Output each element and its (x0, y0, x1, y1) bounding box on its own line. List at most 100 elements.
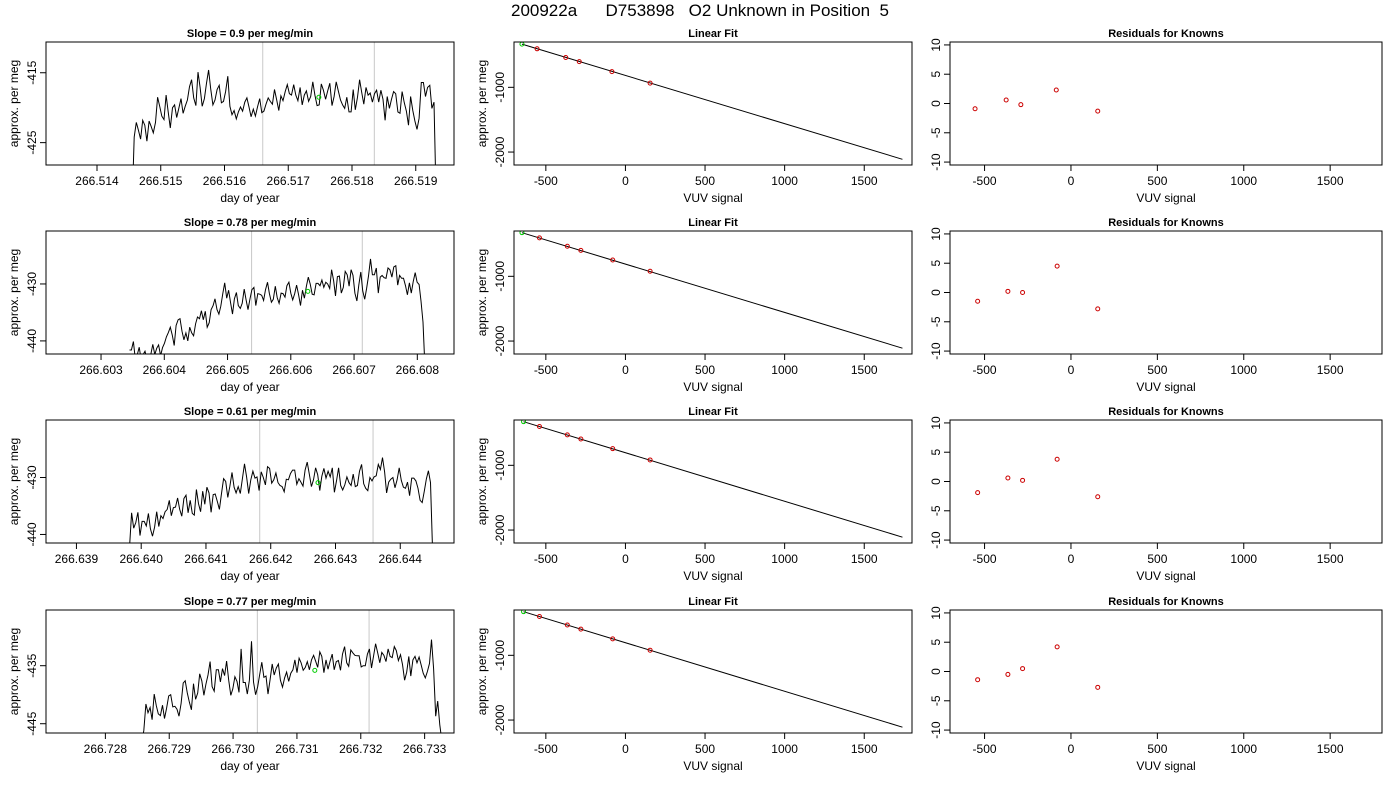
residual-point (975, 490, 981, 496)
y-tick-label: 10 (929, 416, 943, 430)
x-tick-label: 0 (1068, 742, 1075, 756)
x-tick-label: 266.731 (275, 742, 319, 756)
x-axis-label: VUV signal (683, 569, 742, 583)
panel-timeseries-1: Slope = 0.9 per meg/min 266.514 266.515 266… (7, 28, 455, 205)
panel-title: Slope = 0.9 per meg/min (187, 28, 314, 40)
y-tick-label: 0 (929, 289, 943, 296)
x-axis-label: day of year (220, 759, 279, 773)
y-tick-label: 5 (929, 639, 943, 646)
panel-title: Slope = 0.78 per meg/min (184, 217, 317, 229)
residual-point (1005, 475, 1011, 481)
x-tick-label: -500 (534, 363, 558, 377)
residual-point (1095, 306, 1101, 312)
y-axis-label: approx. per meg (475, 438, 489, 525)
x-tick-label: 0 (1068, 363, 1075, 377)
panel-residuals-3: Residuals for Knowns -500 0 500 1000 1500 -10 -… (929, 406, 1383, 583)
panel-residuals-2: Residuals for Knowns -500 0 500 1000 1500 -10 -… (929, 217, 1383, 394)
x-tick-label: 0 (622, 552, 629, 566)
x-axis-label: VUV signal (683, 191, 742, 205)
residual-point (1054, 456, 1060, 462)
panel-title: Linear Fit (688, 596, 738, 608)
x-axis-label: VUV signal (683, 380, 742, 394)
residual-point (975, 677, 981, 683)
x-tick-label: 1500 (1317, 363, 1344, 377)
plot-frame (45, 230, 455, 355)
x-tick-label: -500 (973, 742, 997, 756)
y-tick-label: 5 (929, 260, 943, 267)
panel-timeseries-2: Slope = 0.78 per meg/min 266.603 266.604 26… (7, 217, 455, 394)
x-tick-label: 266.514 (75, 174, 119, 188)
panel-title: Linear Fit (688, 28, 738, 40)
y-tick-label: -440 (25, 522, 39, 546)
x-tick-label: 1000 (771, 174, 798, 188)
panel-residuals-4: Residuals for Knowns -500 0 500 1000 1500 -10 -… (929, 596, 1383, 773)
panel-linear-fit-2: Linear Fit -500 0 500 1000 1500 -1000 -2000 VUV … (475, 217, 913, 394)
x-axis-label: VUV signal (1136, 380, 1195, 394)
y-tick-label: -415 (25, 60, 39, 84)
x-tick-label: 266.607 (332, 363, 376, 377)
residual-point (1054, 644, 1060, 650)
plot-frame (949, 41, 1383, 166)
x-axis-label: day of year (220, 191, 279, 205)
x-axis-label: VUV signal (1136, 569, 1195, 583)
known-point (647, 268, 653, 274)
known-point (536, 424, 542, 430)
unknown-point (316, 94, 322, 100)
known-point (609, 69, 615, 75)
x-tick-label: 1000 (771, 363, 798, 377)
residual-point (1095, 684, 1101, 690)
x-tick-label: 1000 (1230, 552, 1257, 566)
x-tick-label: 266.608 (396, 363, 440, 377)
x-tick-label: 500 (695, 742, 715, 756)
y-tick-label: -10 (929, 721, 943, 739)
x-tick-label: -500 (973, 174, 997, 188)
known-point (534, 46, 540, 52)
x-axis-label: VUV signal (1136, 191, 1195, 205)
x-tick-label: 1500 (1317, 174, 1344, 188)
x-tick-label: 266.519 (394, 174, 438, 188)
x-tick-label: 0 (1068, 552, 1075, 566)
plot-frame (45, 609, 455, 734)
y-tick-label: 0 (929, 668, 943, 675)
panel-title: Linear Fit (688, 406, 738, 418)
x-tick-label: 500 (1147, 552, 1167, 566)
x-tick-label: 266.515 (139, 174, 183, 188)
y-tick-label: -10 (929, 342, 943, 360)
y-tick-label: -10 (929, 531, 943, 549)
known-point (564, 622, 570, 628)
plot-area (132, 42, 436, 165)
y-axis-label: approx. per meg (475, 60, 489, 147)
x-axis-label: VUV signal (1136, 759, 1195, 773)
y-tick-label: 5 (929, 449, 943, 456)
plot-area (975, 456, 1101, 500)
known-point (564, 243, 570, 249)
fit-line (523, 421, 903, 538)
x-tick-label: 1500 (851, 742, 878, 756)
series-line (129, 457, 433, 543)
plot-area (519, 42, 903, 160)
plot-frame (949, 230, 1383, 355)
residual-point (1095, 108, 1101, 114)
unknown-point (521, 420, 527, 425)
known-point (578, 247, 584, 253)
y-axis-label: approx. per meg (475, 628, 489, 715)
x-tick-label: 266.730 (211, 742, 255, 756)
y-tick-label: 10 (929, 606, 943, 620)
known-point (610, 636, 616, 642)
plot-frame (949, 609, 1383, 734)
x-tick-label: -500 (973, 552, 997, 566)
residual-point (975, 298, 981, 304)
panel-timeseries-4: Slope = 0.77 per meg/min 266.728 266.729 26… (7, 596, 455, 773)
residual-point (1003, 97, 1009, 103)
series-line (129, 258, 425, 354)
x-axis-label: day of year (220, 380, 279, 394)
x-tick-label: 0 (622, 363, 629, 377)
x-tick-label: 266.517 (267, 174, 311, 188)
y-tick-label: -425 (25, 130, 39, 154)
y-tick-label: -445 (25, 711, 39, 735)
x-tick-label: 0 (622, 174, 629, 188)
known-point (647, 647, 653, 653)
x-tick-label: 500 (695, 363, 715, 377)
residual-point (972, 106, 978, 112)
x-tick-label: -500 (534, 174, 558, 188)
